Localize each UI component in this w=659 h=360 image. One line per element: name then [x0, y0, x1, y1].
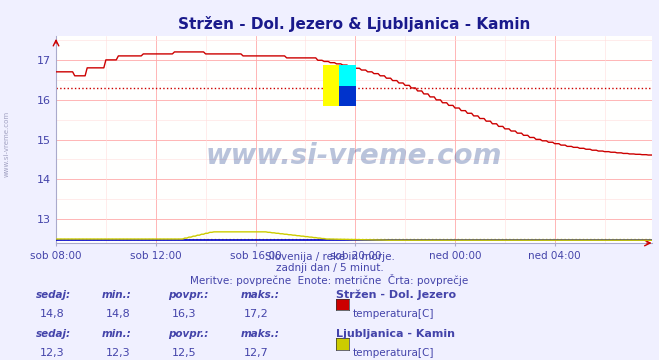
Text: Slovenija / reke in morje.: Slovenija / reke in morje. [264, 252, 395, 262]
Text: 14,8: 14,8 [105, 309, 130, 319]
Bar [323, 65, 339, 107]
Text: www.si-vreme.com: www.si-vreme.com [206, 142, 502, 170]
Text: zadnji dan / 5 minut.: zadnji dan / 5 minut. [275, 263, 384, 273]
Text: temperatura[C]: temperatura[C] [353, 348, 434, 358]
Text: Meritve: povprečne  Enote: metrične  Črta: povprečje: Meritve: povprečne Enote: metrične Črta:… [190, 274, 469, 285]
Text: Stržen - Dol. Jezero: Stržen - Dol. Jezero [336, 290, 456, 300]
Text: 14,8: 14,8 [40, 309, 65, 319]
Text: povpr.:: povpr.: [168, 290, 208, 300]
Bar [339, 65, 356, 86]
Text: 12,7: 12,7 [244, 348, 269, 358]
Title: Stržen - Dol. Jezero & Ljubljanica - Kamin: Stržen - Dol. Jezero & Ljubljanica - Kam… [178, 16, 530, 32]
Text: 17,2: 17,2 [244, 309, 269, 319]
Text: 12,3: 12,3 [40, 348, 64, 358]
Text: 12,5: 12,5 [171, 348, 196, 358]
Text: sedaj:: sedaj: [36, 329, 71, 339]
Text: maks.:: maks.: [241, 290, 279, 300]
Text: temperatura[C]: temperatura[C] [353, 309, 434, 319]
Text: Ljubljanica - Kamin: Ljubljanica - Kamin [336, 329, 455, 339]
Text: www.si-vreme.com: www.si-vreme.com [3, 111, 10, 177]
Text: povpr.:: povpr.: [168, 329, 208, 339]
Text: min.:: min.: [102, 290, 132, 300]
Text: sedaj:: sedaj: [36, 290, 71, 300]
Text: 12,3: 12,3 [105, 348, 130, 358]
Text: 16,3: 16,3 [171, 309, 196, 319]
Text: min.:: min.: [102, 329, 132, 339]
Bar [339, 86, 356, 107]
Text: maks.:: maks.: [241, 329, 279, 339]
